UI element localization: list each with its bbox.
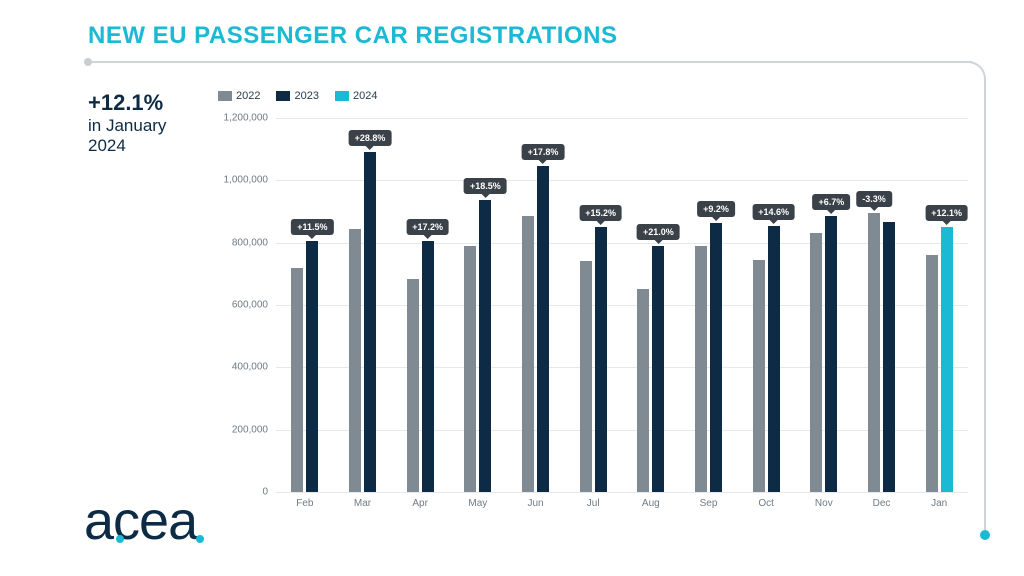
legend-item: 2024: [335, 90, 377, 102]
legend-swatch: [218, 91, 232, 101]
grid-line: [276, 118, 968, 119]
value-badge: +14.6%: [752, 204, 795, 220]
headline-sub-1: in January: [88, 116, 166, 136]
x-axis-label: Aug: [642, 498, 660, 509]
rule-corner: [966, 61, 986, 81]
bar-2023: [537, 166, 549, 492]
bar-2023: [364, 152, 376, 492]
bar-2023: [883, 222, 895, 492]
bar-2022: [926, 255, 938, 492]
y-axis-label: 800,000: [232, 237, 268, 248]
bar-2022: [349, 229, 361, 492]
y-axis-label: 200,000: [232, 424, 268, 435]
legend: 2022 2023 2024: [218, 90, 377, 102]
bar-2022: [810, 233, 822, 492]
x-axis-label: Sep: [700, 498, 718, 509]
logo-dot-icon: [196, 535, 204, 543]
value-badge: +12.1%: [925, 205, 968, 221]
rule-dot-left: [84, 58, 92, 66]
value-badge: +28.8%: [349, 130, 392, 146]
value-badge: -3.3%: [856, 191, 892, 207]
bar-2022: [695, 246, 707, 492]
value-badge: +17.2%: [406, 219, 449, 235]
brand-logo-text: acea: [84, 491, 197, 551]
value-badge: +6.7%: [812, 194, 850, 210]
grid-line: [276, 180, 968, 181]
legend-item: 2023: [276, 90, 318, 102]
value-badge: +18.5%: [464, 178, 507, 194]
bar-2024: [941, 227, 953, 492]
y-axis-label: 1,200,000: [224, 113, 269, 124]
legend-item: 2022: [218, 90, 260, 102]
headline-sub-2: 2024: [88, 136, 166, 156]
rule-horizontal: [92, 61, 972, 63]
bar-2023: [595, 227, 607, 492]
legend-swatch: [335, 91, 349, 101]
value-badge: +9.2%: [697, 201, 735, 217]
x-axis-label: Apr: [412, 498, 428, 509]
bar-2022: [637, 289, 649, 492]
page-title: NEW EU PASSENGER CAR REGISTRATIONS: [88, 22, 617, 50]
legend-swatch: [276, 91, 290, 101]
bar-2023: [479, 200, 491, 492]
plot-area: 0200,000400,000600,000800,0001,000,0001,…: [276, 118, 968, 492]
y-axis-label: 0: [262, 487, 268, 498]
y-axis-label: 600,000: [232, 300, 268, 311]
value-badge: +11.5%: [291, 219, 333, 235]
bar-2022: [753, 260, 765, 492]
grid-line: [276, 367, 968, 368]
x-axis-label: Dec: [873, 498, 891, 509]
value-badge: +15.2%: [579, 205, 622, 221]
grid-line: [276, 430, 968, 431]
rule-dot-bottom: [980, 530, 990, 540]
x-axis-label: Jan: [931, 498, 947, 509]
grid-line: [276, 243, 968, 244]
chart-frame: NEW EU PASSENGER CAR REGISTRATIONS +12.1…: [0, 0, 1024, 576]
bar-2023: [710, 223, 722, 492]
value-badge: +17.8%: [522, 144, 565, 160]
bar-2022: [868, 213, 880, 492]
bar-2022: [522, 216, 534, 492]
bar-2023: [422, 241, 434, 492]
y-axis-label: 1,000,000: [224, 175, 269, 186]
bar-2022: [464, 246, 476, 492]
y-axis-label: 400,000: [232, 362, 268, 373]
x-axis-label: Mar: [354, 498, 371, 509]
x-axis-label: Jun: [527, 498, 543, 509]
grid-line: [276, 305, 968, 306]
rule-vertical: [984, 80, 986, 530]
headline-block: +12.1% in January 2024: [88, 90, 166, 157]
bar-2022: [291, 268, 303, 492]
logo-dot-icon: [116, 535, 124, 543]
brand-logo: acea: [84, 490, 197, 552]
bar-chart: 0 200,000 400,000 600,000 800,000 1,000,000 1,…: [218, 108, 974, 520]
bar-2023: [306, 241, 318, 492]
bar-2022: [407, 279, 419, 492]
bar-2022: [580, 261, 592, 492]
x-axis-label: May: [468, 498, 487, 509]
headline-pct: +12.1%: [88, 90, 166, 116]
x-axis-label: Jul: [587, 498, 600, 509]
bar-2023: [825, 216, 837, 492]
x-axis-label: Feb: [296, 498, 313, 509]
x-axis-label: Oct: [758, 498, 774, 509]
value-badge: +21.0%: [637, 224, 680, 240]
grid-line: [276, 492, 968, 493]
x-axis-label: Nov: [815, 498, 833, 509]
bar-2023: [652, 246, 664, 492]
bar-2023: [768, 226, 780, 492]
